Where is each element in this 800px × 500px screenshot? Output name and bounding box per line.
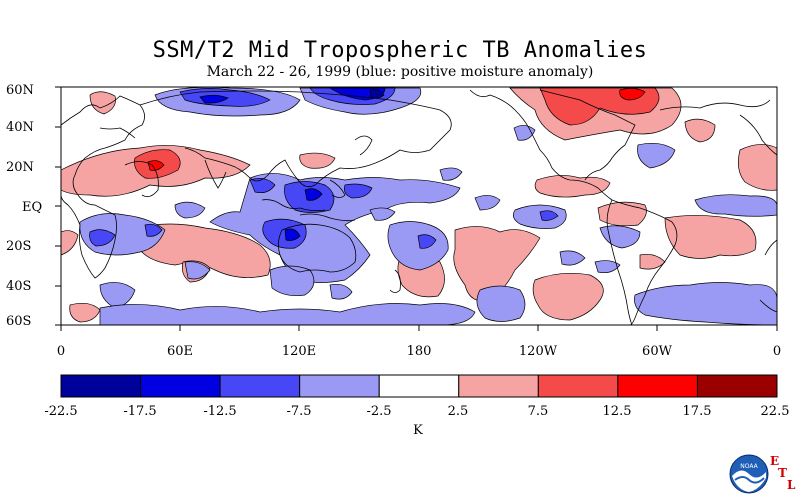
colorbar-swatch (219, 374, 301, 398)
colorbar-label: -7.5 (286, 404, 312, 419)
etl-letter-e: E (770, 454, 780, 468)
lon-ticks (60, 325, 778, 331)
coastlines (61, 89, 777, 325)
colorbar-label: 2.5 (447, 404, 469, 419)
colorbar-swatch (140, 374, 221, 398)
lat-label-40n: 40N (6, 120, 34, 135)
lon-label-120e: 120E (281, 344, 317, 359)
map-subtitle: March 22 - 26, 1999 (blue: positive mois… (206, 64, 594, 80)
lat-label-eq: EQ (22, 200, 43, 215)
colorbar-swatch (537, 374, 619, 398)
lat-label-60s: 60S (6, 314, 32, 329)
colorbar-swatch (617, 374, 698, 398)
colorbar (60, 374, 778, 398)
lat-label-20n: 20N (6, 160, 34, 175)
colorbar-label: -22.5 (44, 404, 78, 419)
lon-label-0-east: 0 (772, 344, 782, 359)
etl-letter-l: L (787, 478, 796, 492)
colorbar-label: 22.5 (760, 404, 790, 419)
colorbar-label: 7.5 (527, 404, 549, 419)
noaa-logo-icon: NOAA (729, 454, 769, 494)
map-title: SSM/T2 Mid Tropospheric TB Anomalies (152, 38, 648, 63)
colorbar-swatch (378, 374, 460, 398)
colorbar-label: 12.5 (602, 404, 632, 419)
anomaly-field (61, 87, 777, 325)
noaa-logo-text: NOAA (740, 463, 758, 470)
colorbar-swatch (696, 374, 778, 398)
lat-label-60n: 60N (6, 83, 34, 98)
colorbar-label: -17.5 (123, 404, 157, 419)
warm-anomaly-strong (147, 88, 646, 171)
lon-label-120w: 120W (518, 344, 558, 359)
colorbar-swatch (60, 374, 142, 398)
colorbar-swatch (299, 374, 380, 398)
colorbar-label: -2.5 (366, 404, 392, 419)
colorbar-label: -12.5 (203, 404, 237, 419)
lon-label-60w: 60W (642, 344, 672, 359)
lat-ticks (55, 86, 61, 326)
lon-label-60e: 60E (166, 344, 194, 359)
etl-letter-t: T (778, 466, 787, 480)
colorbar-unit: K (413, 423, 423, 438)
lon-label-0: 0 (56, 344, 66, 359)
colorbar-swatch (458, 374, 539, 398)
lon-label-180: 180 (406, 344, 432, 359)
lat-label-20s: 20S (6, 239, 32, 254)
lat-label-40s: 40S (6, 279, 32, 294)
colorbar-label: 17.5 (682, 404, 712, 419)
